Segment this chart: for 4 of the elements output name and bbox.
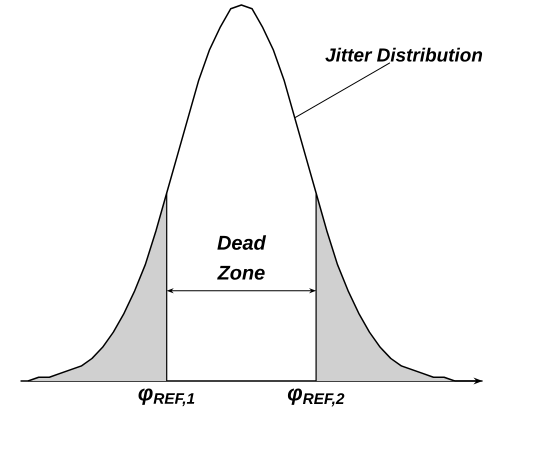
annotation: Dead Zone: [217, 235, 266, 280]
annotation: Jitter Distribution: [325, 48, 482, 62]
x-tick-label: φ$_{REF,2}$: [288, 388, 344, 406]
x-tick-label: φ$_{REF,1}$: [138, 388, 194, 406]
